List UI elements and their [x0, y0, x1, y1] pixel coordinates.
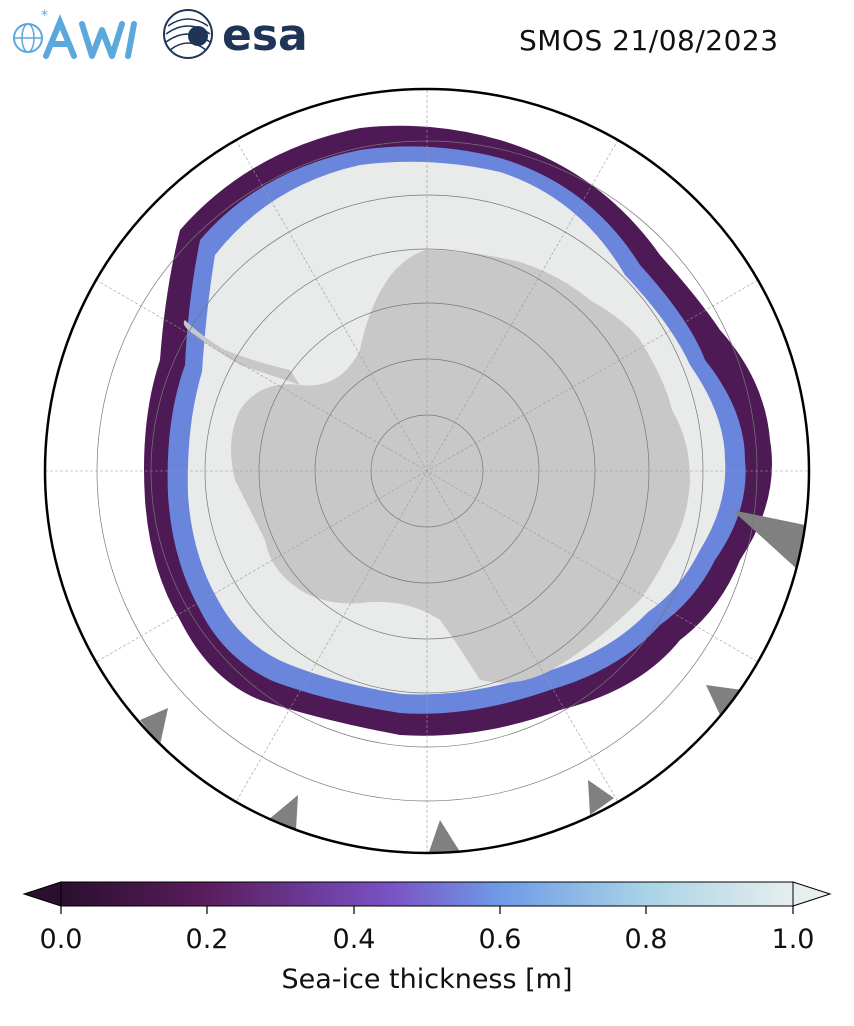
esa-globe-icon [163, 9, 213, 59]
colorbar-label: Sea-ice thickness [m] [281, 964, 573, 995]
antarctic-peninsula [183, 320, 300, 385]
colorbar-tick-label: 0.8 [624, 924, 668, 955]
no-data-wedge [588, 780, 614, 815]
colorbar-gradient [60, 881, 794, 907]
antarctica-landmass [231, 250, 690, 683]
no-data-wedge [732, 510, 805, 570]
svg-text:*: * [41, 8, 48, 24]
meridians [45, 89, 809, 853]
polar-map [43, 87, 811, 855]
map-boundary [43, 87, 811, 855]
colorbar [22, 881, 832, 914]
colorbar-tick-label: 0.2 [185, 924, 229, 955]
colorbar-extend-max [792, 881, 832, 907]
colorbar-tick-label: 0.6 [478, 924, 522, 955]
colorbar-tick-label: 0.4 [332, 924, 376, 955]
awi-logo: * [13, 8, 137, 59]
colorbar-tick-label: 0.0 [39, 924, 83, 955]
esa-wordmark: esa [222, 10, 308, 61]
colorbar-tick-label: 1.0 [771, 924, 815, 955]
map-title: SMOS 21/08/2023 [519, 24, 779, 57]
no-data-wedge [706, 685, 742, 715]
no-data-wedge [140, 708, 168, 745]
colorbar-ticks [60, 906, 794, 914]
no-data-wedge [428, 820, 462, 853]
colorbar-extend-min [22, 881, 62, 907]
